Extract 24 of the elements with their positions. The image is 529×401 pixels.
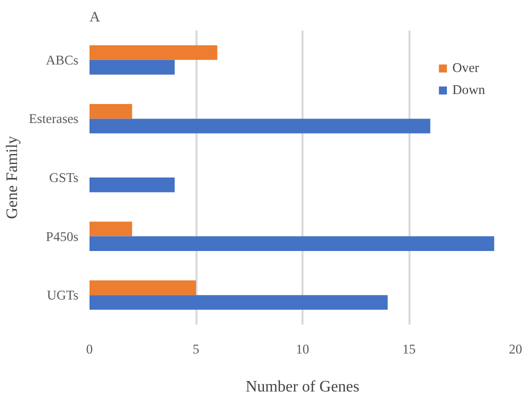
bar [90,104,132,119]
x-tick-label: 5 [192,342,200,356]
text: A [90,10,100,26]
y-tick-label: GSTs [49,170,78,185]
x-tick-label: 0 [86,342,94,356]
bar [90,295,388,310]
y-tick-label: ABCs [46,52,78,68]
bar [90,280,196,296]
y-tick-label: Esterases [28,111,79,126]
x-tick-label: 15 [402,342,416,356]
x-axis-title: Number of Genes [246,378,360,396]
y-tick-label: P450s [46,228,78,244]
legend-label: Over [452,60,480,76]
legend-label: Down [452,82,485,98]
x-tick-label: 10 [296,342,310,356]
bar [90,118,430,134]
x-tick-label: 20 [508,342,522,356]
bar [90,60,175,75]
bar [90,178,175,192]
y-tick-label: UGTs [46,288,79,303]
bar [90,236,494,251]
y-axis-title: Gene Family [4,136,21,220]
bar [90,45,218,60]
bar [90,222,132,236]
